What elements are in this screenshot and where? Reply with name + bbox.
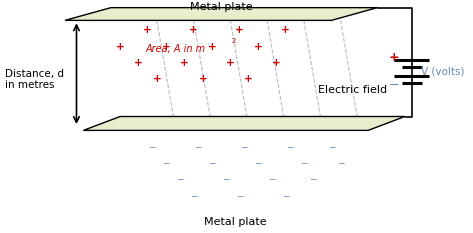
Text: +: + — [134, 58, 143, 68]
Text: +: + — [162, 42, 170, 52]
Text: +: + — [245, 74, 253, 84]
Text: +: + — [281, 25, 290, 35]
Text: +: + — [198, 74, 207, 84]
Text: −: − — [328, 142, 335, 151]
Text: +: + — [180, 58, 189, 68]
Text: −: − — [208, 158, 216, 167]
Text: −: − — [268, 175, 275, 184]
Text: +: + — [254, 42, 262, 52]
Text: +: + — [152, 74, 161, 84]
Text: 2: 2 — [232, 38, 236, 44]
Text: −: − — [337, 158, 344, 167]
Text: −: − — [240, 142, 248, 151]
Text: −: − — [194, 142, 202, 151]
Text: +: + — [208, 42, 216, 52]
Text: +: + — [226, 58, 235, 68]
Text: −: − — [176, 175, 184, 184]
Text: +: + — [389, 51, 399, 64]
Text: +: + — [189, 25, 198, 35]
Text: +: + — [235, 25, 244, 35]
Polygon shape — [65, 8, 377, 20]
Text: −: − — [162, 158, 170, 167]
Text: Metal plate: Metal plate — [203, 216, 266, 226]
Text: V (volts): V (volts) — [421, 66, 464, 76]
Text: −: − — [389, 79, 399, 92]
Polygon shape — [83, 116, 405, 130]
Text: Distance, d
in metres: Distance, d in metres — [5, 69, 64, 90]
Text: −: − — [309, 175, 317, 184]
Text: +: + — [272, 58, 280, 68]
Text: −: − — [286, 142, 294, 151]
Text: −: − — [282, 191, 289, 200]
Text: +: + — [116, 42, 124, 52]
Text: Electric field: Electric field — [317, 85, 387, 95]
Text: −: − — [149, 142, 156, 151]
Text: −: − — [222, 175, 229, 184]
Text: −: − — [236, 191, 243, 200]
Text: −: − — [190, 191, 197, 200]
Text: +: + — [143, 25, 152, 35]
Text: −: − — [254, 158, 262, 167]
Text: Area, A in m: Area, A in m — [145, 44, 205, 54]
Text: Metal plate: Metal plate — [190, 2, 253, 12]
Text: −: − — [300, 158, 307, 167]
